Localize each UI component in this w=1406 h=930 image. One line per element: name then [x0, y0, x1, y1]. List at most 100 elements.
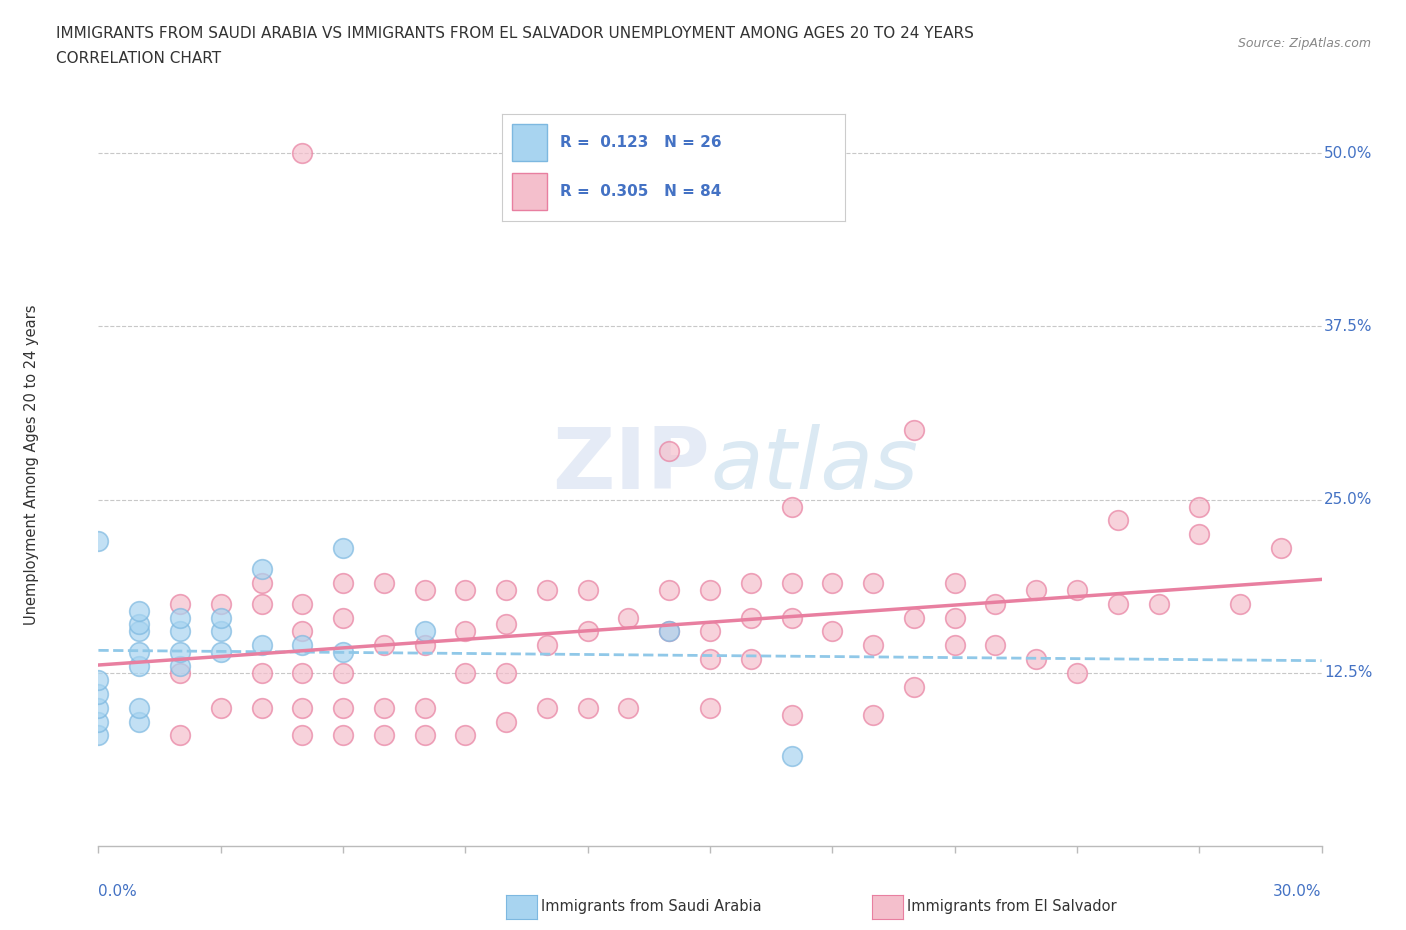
Text: 0.0%: 0.0% — [98, 884, 138, 899]
Point — [332, 644, 354, 659]
Point — [209, 610, 232, 625]
Text: Immigrants from El Salvador: Immigrants from El Salvador — [907, 899, 1116, 914]
Point — [780, 499, 803, 514]
Point — [87, 728, 110, 743]
Point — [291, 638, 314, 653]
Point — [1025, 652, 1047, 667]
Point — [128, 617, 150, 631]
Point — [413, 638, 436, 653]
Text: ZIP: ZIP — [553, 423, 710, 507]
Point — [209, 624, 232, 639]
Point — [536, 700, 558, 715]
Text: atlas: atlas — [710, 423, 918, 507]
Text: R =  0.123   N = 26: R = 0.123 N = 26 — [561, 135, 721, 150]
Point — [332, 666, 354, 681]
Point — [658, 624, 681, 639]
Text: Unemployment Among Ages 20 to 24 years: Unemployment Among Ages 20 to 24 years — [24, 305, 38, 625]
Text: IMMIGRANTS FROM SAUDI ARABIA VS IMMIGRANTS FROM EL SALVADOR UNEMPLOYMENT AMONG A: IMMIGRANTS FROM SAUDI ARABIA VS IMMIGRAN… — [56, 26, 974, 41]
Text: 12.5%: 12.5% — [1324, 666, 1372, 681]
Point — [862, 576, 884, 591]
Text: 25.0%: 25.0% — [1324, 492, 1372, 507]
Point — [332, 700, 354, 715]
Point — [1107, 596, 1129, 611]
Point — [169, 596, 191, 611]
Point — [87, 714, 110, 729]
Point — [943, 638, 966, 653]
Point — [128, 624, 150, 639]
Point — [658, 444, 681, 458]
Point — [291, 624, 314, 639]
Point — [454, 728, 477, 743]
Point — [413, 728, 436, 743]
Point — [780, 576, 803, 591]
Point — [250, 700, 273, 715]
Point — [209, 700, 232, 715]
Point — [209, 596, 232, 611]
Point — [209, 644, 232, 659]
Text: Immigrants from Saudi Arabia: Immigrants from Saudi Arabia — [541, 899, 762, 914]
Point — [373, 576, 395, 591]
Point — [699, 700, 721, 715]
Point — [576, 582, 599, 597]
Point — [373, 728, 395, 743]
Point — [87, 672, 110, 687]
Point — [332, 540, 354, 555]
Point — [740, 576, 762, 591]
Point — [740, 652, 762, 667]
Point — [780, 610, 803, 625]
Point — [373, 700, 395, 715]
Point — [373, 638, 395, 653]
Bar — [512, 173, 547, 210]
Point — [1188, 499, 1211, 514]
Bar — [512, 124, 547, 161]
Point — [128, 658, 150, 673]
Point — [699, 582, 721, 597]
Point — [291, 700, 314, 715]
Point — [169, 666, 191, 681]
Point — [903, 610, 925, 625]
Point — [413, 624, 436, 639]
Point — [495, 617, 517, 631]
Point — [87, 700, 110, 715]
Point — [291, 666, 314, 681]
Point — [536, 638, 558, 653]
Point — [576, 700, 599, 715]
Point — [169, 644, 191, 659]
Point — [454, 666, 477, 681]
Point — [250, 638, 273, 653]
Point — [903, 423, 925, 438]
Point — [495, 666, 517, 681]
Point — [536, 582, 558, 597]
Point — [128, 604, 150, 618]
Point — [454, 624, 477, 639]
Point — [1147, 596, 1170, 611]
Text: 50.0%: 50.0% — [1324, 145, 1372, 161]
Point — [128, 714, 150, 729]
Point — [332, 576, 354, 591]
Point — [699, 652, 721, 667]
Point — [87, 534, 110, 549]
Point — [1188, 527, 1211, 542]
Point — [862, 638, 884, 653]
Point — [862, 707, 884, 722]
Point — [1066, 666, 1088, 681]
Point — [291, 728, 314, 743]
Point — [413, 700, 436, 715]
Point — [617, 610, 640, 625]
Point — [1025, 582, 1047, 597]
Text: R =  0.305   N = 84: R = 0.305 N = 84 — [561, 184, 721, 199]
Point — [1229, 596, 1251, 611]
Point — [291, 146, 314, 161]
Point — [943, 576, 966, 591]
Point — [943, 610, 966, 625]
Point — [821, 624, 844, 639]
Point — [1066, 582, 1088, 597]
Point — [984, 638, 1007, 653]
Point — [617, 700, 640, 715]
Point — [250, 666, 273, 681]
Point — [87, 686, 110, 701]
Point — [128, 644, 150, 659]
Point — [413, 582, 436, 597]
Point — [332, 610, 354, 625]
Text: 30.0%: 30.0% — [1274, 884, 1322, 899]
